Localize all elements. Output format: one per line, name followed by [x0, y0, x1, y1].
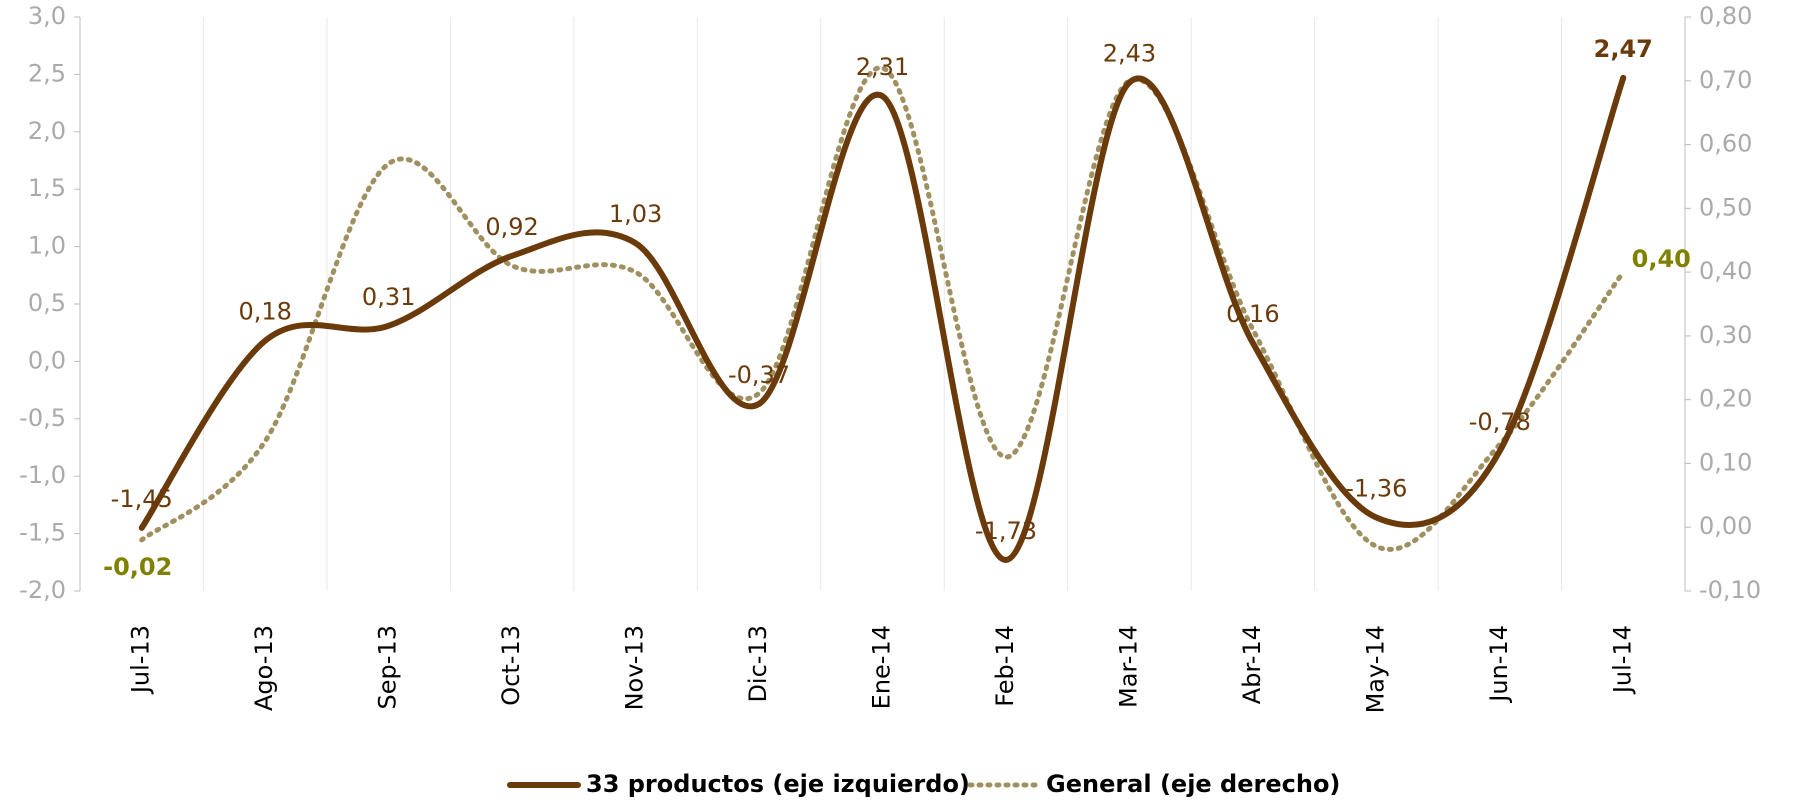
y-tick-label: -1,5	[19, 519, 66, 547]
x-tick-label: Jul-14	[1608, 625, 1636, 695]
data-label: -0,37	[728, 361, 790, 389]
data-label: 2,31	[856, 53, 909, 81]
y2-tick-label: 0,50	[1699, 193, 1752, 221]
y2-tick-label: 0,80	[1699, 2, 1752, 30]
y-tick-label: 3,0	[28, 2, 66, 30]
line-series	[138, 74, 1627, 564]
y2-tick-label: 0,10	[1699, 448, 1752, 476]
data-label: 0,18	[238, 298, 291, 326]
y2-tick-label: -0,10	[1699, 576, 1761, 604]
y2-tick-label: 0,40	[1699, 257, 1752, 285]
x-tick-label: Feb-14	[991, 625, 1019, 707]
y-tick-label: 0,0	[28, 346, 66, 374]
y2-tick-label: 0,70	[1699, 66, 1752, 94]
x-tick-label: Sep-13	[374, 625, 402, 709]
x-tick-label: Ago-13	[250, 625, 278, 711]
data-label: 0,16	[1226, 300, 1279, 328]
y-tick-label: 2,0	[28, 117, 66, 145]
y-tick-label: 1,5	[28, 174, 66, 202]
x-tick-label: Ene-14	[868, 625, 896, 709]
data-label: -1,36	[1345, 475, 1407, 503]
x-tick-label: Dic-13	[744, 625, 772, 703]
x-tick-label: Nov-13	[621, 625, 649, 710]
y2-tick-label: 0,60	[1699, 130, 1752, 158]
y-tick-label: -2,0	[19, 576, 66, 604]
y-tick-label: 2,5	[28, 59, 66, 87]
x-tick-label: Oct-13	[497, 625, 525, 706]
x-tick-label: May-14	[1361, 625, 1389, 713]
legend-label: 33 productos (eje izquierdo)	[586, 770, 970, 798]
y2-tick-label: 0,00	[1699, 512, 1752, 540]
data-label: -0,02	[103, 553, 172, 581]
line-series	[139, 65, 1626, 552]
data-label: -1,45	[111, 485, 173, 513]
x-tick-label: Mar-14	[1114, 625, 1142, 708]
y-tick-label: -0,5	[19, 404, 66, 432]
y-tick-label: -1,0	[19, 461, 66, 489]
data-label: -1,73	[975, 517, 1037, 545]
y2-tick-label: 0,20	[1699, 385, 1752, 413]
data-label: 0,40	[1632, 245, 1691, 273]
y-tick-label: 1,0	[28, 232, 66, 260]
data-label: 2,47	[1594, 35, 1653, 63]
legend-label: General (eje derecho)	[1046, 770, 1340, 798]
y-tick-label: 0,5	[28, 289, 66, 317]
x-tick-label: Abr-14	[1238, 625, 1266, 704]
data-label: 2,43	[1103, 39, 1156, 67]
data-label: 0,31	[362, 283, 415, 311]
data-label: 1,03	[609, 200, 662, 228]
x-tick-label: Jun-14	[1485, 625, 1513, 704]
data-label: 0,92	[485, 213, 538, 241]
data-label: -0,78	[1469, 408, 1531, 436]
x-tick-label: Jul-13	[127, 625, 155, 695]
y2-tick-label: 0,30	[1699, 321, 1752, 349]
